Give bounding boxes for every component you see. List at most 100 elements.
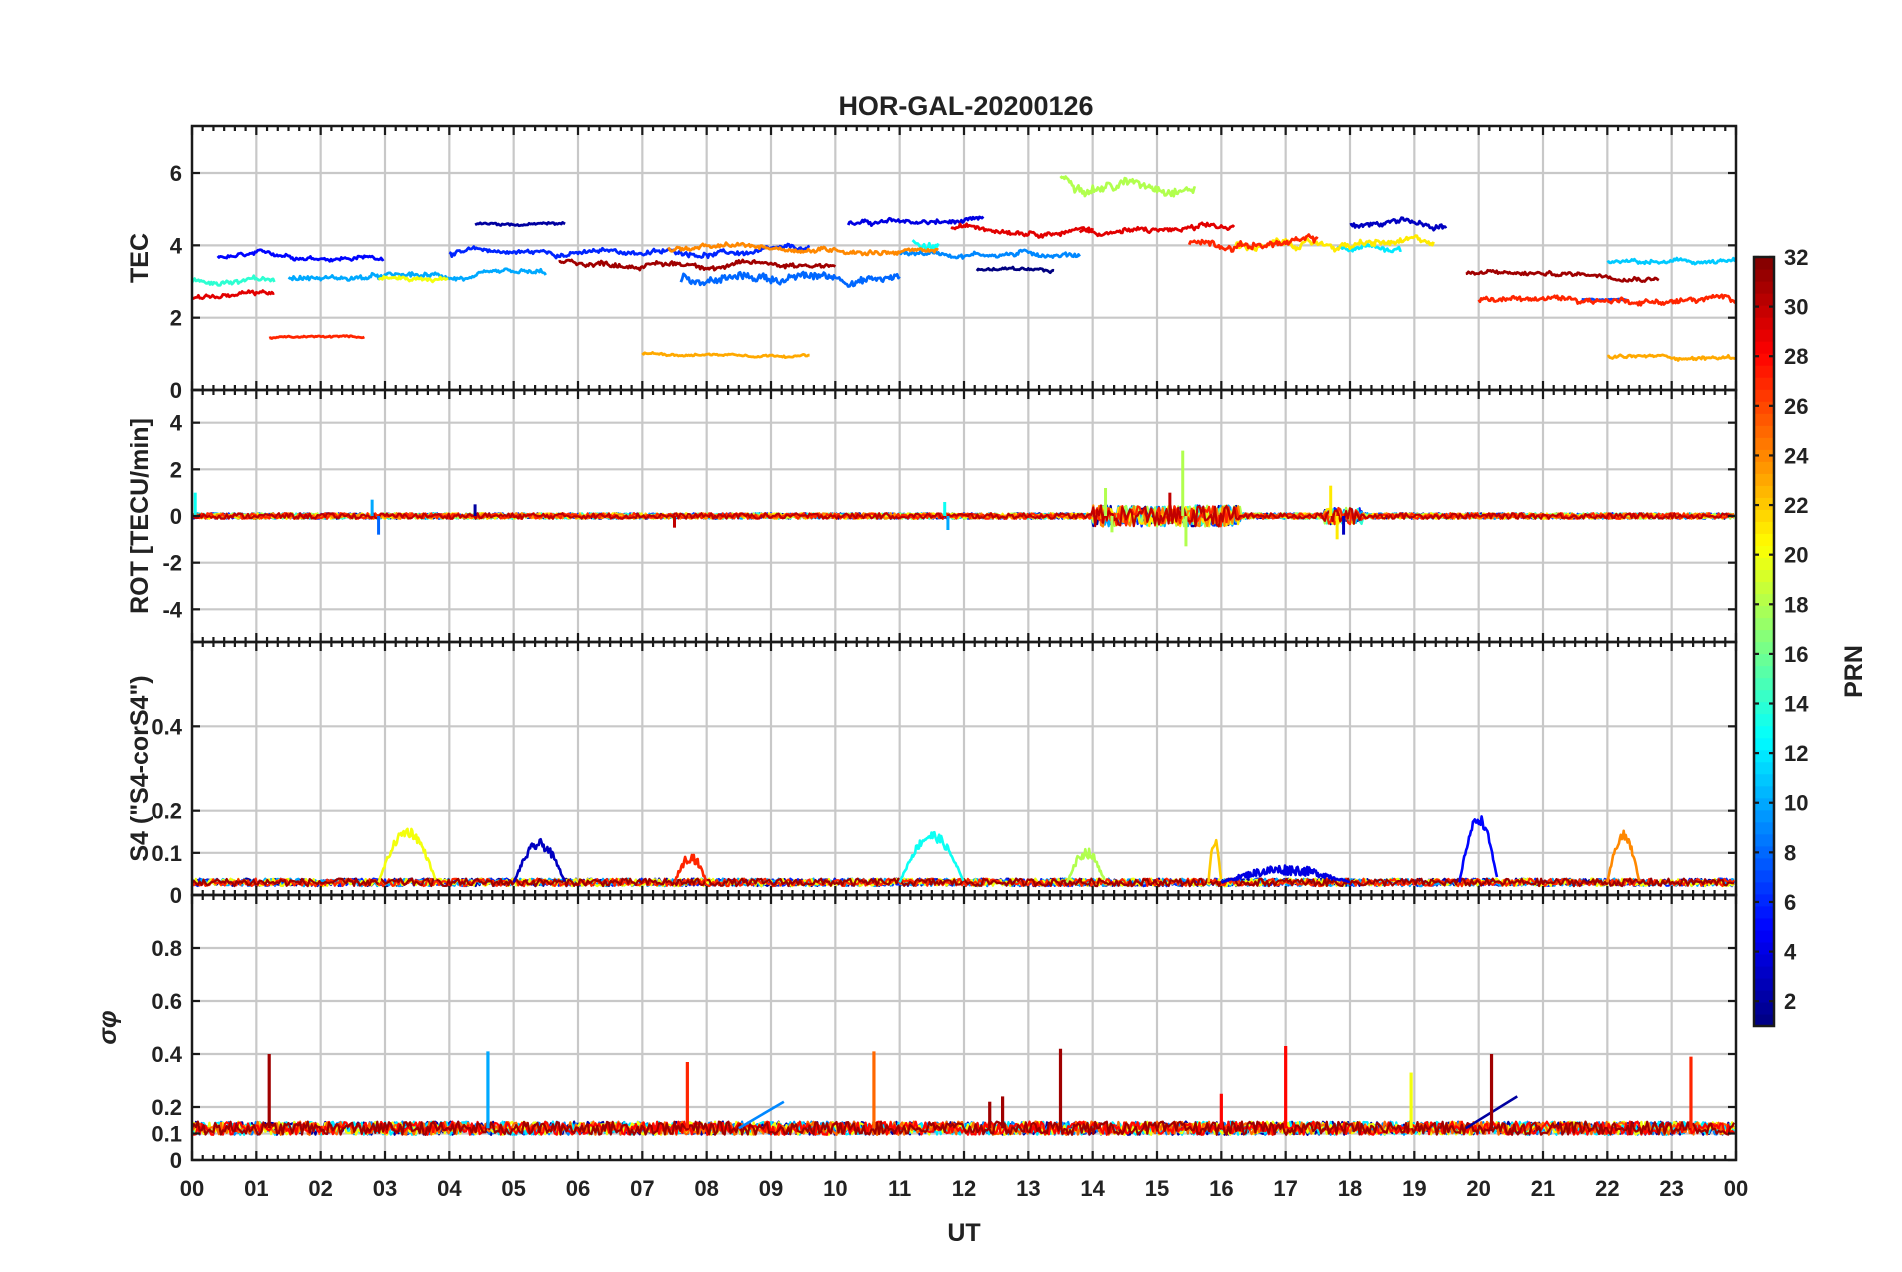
x-tick-label: 00 — [180, 1176, 204, 1201]
panel-s4: 0 0.1 0.2 0.4S4 ("S4-corS4") — [126, 640, 1738, 908]
x-tick-label: 15 — [1145, 1176, 1169, 1201]
colorbar-segment — [1754, 713, 1774, 727]
colorbar-tick-label: 10 — [1784, 791, 1808, 816]
colorbar-segment — [1754, 329, 1774, 342]
tec-series-prn-24 — [667, 241, 939, 257]
panel-sigma_phi: 00.10.2 0.4 0.6 0.8 σφ — [94, 893, 1738, 1173]
x-tick-label: 23 — [1659, 1176, 1683, 1201]
tec-series-prn-1 — [975, 265, 1055, 275]
s4-ytick-label: 0.2 — [151, 799, 182, 824]
s4-bump-prn-3 — [512, 837, 566, 883]
colorbar-segment — [1754, 929, 1774, 943]
colorbar-tick-label: 20 — [1784, 543, 1808, 568]
x-tick-label: 20 — [1466, 1176, 1490, 1201]
tec-grid — [192, 126, 1736, 390]
colorbar-segment — [1754, 533, 1774, 546]
colorbar-segment — [1754, 1001, 1774, 1015]
tec-series-prn-8 — [679, 270, 901, 288]
x-axis: 00 01 02 03 04 05 06 07 08 09 10 11 12 13 14 15 16 17 18 19… — [180, 1176, 1748, 1201]
chart-title: HOR-GAL-20200126 — [838, 91, 1093, 121]
colorbar-segment — [1754, 509, 1774, 522]
colorbar-tick-label: 16 — [1784, 642, 1808, 667]
tec-series-prn-29 — [1078, 221, 1236, 238]
colorbar-segment — [1754, 641, 1774, 655]
tec-series-prn-3 — [1349, 216, 1448, 232]
tec-series-prn-11 — [1606, 256, 1736, 266]
s4-ytick-label: 0.1 — [151, 841, 182, 866]
colorbar-segment — [1754, 677, 1774, 691]
colorbar-segment — [1754, 833, 1774, 847]
colorbar-tick-label: 4 — [1784, 940, 1797, 965]
colorbar-tick-label: 28 — [1784, 344, 1808, 369]
colorbar-segment — [1754, 881, 1774, 895]
x-tick-label: 14 — [1080, 1176, 1105, 1201]
colorbar-segment — [1754, 353, 1774, 366]
colorbar-segment — [1754, 821, 1774, 835]
s4-bump-prn-22 — [1207, 838, 1223, 883]
tec-series-prn-27 — [268, 334, 365, 340]
rot-ytick-label: 0 — [170, 504, 182, 529]
s4-bump-prn-27 — [673, 853, 708, 883]
colorbar-tick-label: 14 — [1784, 692, 1809, 717]
sigma_phi-ticks — [190, 895, 1738, 1162]
colorbar-segment — [1754, 737, 1774, 751]
colorbar-frame — [1752, 255, 1776, 1028]
sigma_phi-ytick-label: 0.1 — [151, 1122, 182, 1147]
colorbar-segment — [1754, 545, 1774, 558]
colorbar-segment — [1754, 341, 1774, 354]
colorbar-segment — [1754, 917, 1774, 931]
rot-data — [192, 450, 1736, 547]
tec-series-prn-4 — [846, 215, 985, 228]
x-tick-label: 10 — [823, 1176, 847, 1201]
sigma-series-prn-31 — [192, 1120, 1736, 1136]
colorbar-segment — [1754, 257, 1774, 270]
s4-bump-prn-20 — [377, 827, 437, 883]
s4-ylabel: S4 ("S4-corS4") — [126, 675, 154, 861]
tec-series-prn-29 — [192, 289, 275, 301]
colorbar-segment — [1754, 617, 1774, 631]
s4-ytick-label: 0.4 — [151, 714, 182, 739]
x-tick-label: 13 — [1016, 1176, 1040, 1201]
tec-ylabel: TEC — [126, 233, 154, 283]
colorbar-segment — [1754, 977, 1774, 991]
tec-series-prn-13 — [911, 239, 940, 252]
tec-series-prn-23 — [1607, 353, 1736, 362]
tec-series-prn-6 — [448, 242, 811, 260]
s4-bump-prn-18 — [1065, 847, 1106, 883]
colorbar-label: PRN — [1840, 645, 1868, 698]
colorbar-segment — [1754, 497, 1774, 510]
tec-series-prn-27 — [1477, 293, 1736, 307]
s4-bump-prn-5 — [1458, 815, 1499, 883]
x-tick-label: 00 — [1724, 1176, 1748, 1201]
colorbar-segment — [1754, 689, 1774, 703]
colorbar-segment — [1754, 581, 1774, 595]
tec-series-prn-27 — [1187, 233, 1319, 253]
sigma_phi-ylabel: σφ — [94, 1010, 122, 1044]
s4-data — [192, 815, 1736, 888]
x-tick-label: 03 — [373, 1176, 397, 1201]
tec-series-prn-5 — [216, 248, 385, 263]
x-tick-label: 05 — [501, 1176, 525, 1201]
s4-bump-prn-13 — [898, 830, 965, 883]
colorbar-segment — [1754, 665, 1774, 679]
x-tick-label: 12 — [952, 1176, 976, 1201]
tec-ytick-label: 2 — [170, 306, 182, 331]
colorbar-segment — [1754, 989, 1774, 1003]
colorbar-segment — [1754, 593, 1774, 607]
s4-grid — [192, 642, 1736, 895]
colorbar-segment — [1754, 809, 1774, 823]
x-tick-label: 06 — [566, 1176, 590, 1201]
colorbar-segment — [1754, 965, 1774, 979]
colorbar-segment — [1754, 653, 1774, 667]
rot-ytick-label: 4 — [170, 411, 183, 436]
s4-bump-prn-4 — [1220, 864, 1351, 884]
rot-ytick-label: -2 — [162, 551, 182, 576]
colorbar-segment — [1754, 797, 1774, 811]
tec-series-prn-9 — [898, 248, 1081, 260]
colorbar-segment — [1754, 557, 1774, 571]
x-tick-label: 19 — [1402, 1176, 1426, 1201]
colorbar-segment — [1754, 761, 1774, 775]
x-tick-label: 22 — [1595, 1176, 1619, 1201]
